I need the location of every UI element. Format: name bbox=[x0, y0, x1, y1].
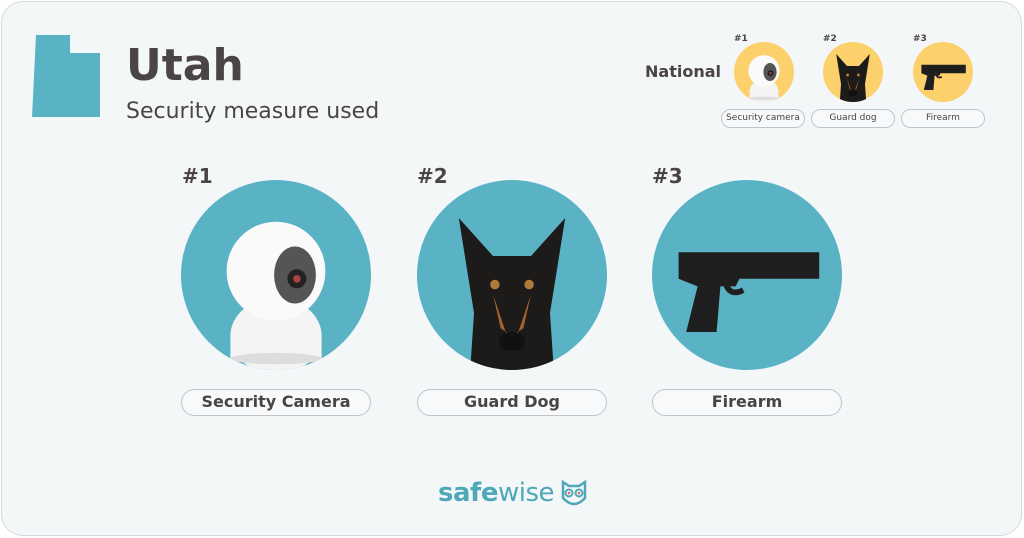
item-label-1: Security Camera bbox=[181, 389, 371, 416]
national-label: National bbox=[645, 62, 721, 81]
firearm-icon bbox=[652, 180, 842, 370]
national-label-3: Firearm bbox=[901, 109, 985, 128]
subtitle: Security measure used bbox=[126, 99, 380, 124]
safewise-logo: safewise bbox=[438, 478, 555, 508]
owl-logo-icon bbox=[561, 480, 587, 506]
national-label-1: Security camera bbox=[721, 109, 805, 128]
national-guard-dog-icon bbox=[823, 42, 883, 102]
item-label-3: Firearm bbox=[652, 389, 842, 416]
national-rank-2: #2 bbox=[823, 34, 837, 44]
logo-text-safe: safe bbox=[438, 478, 498, 508]
security-camera-icon bbox=[181, 180, 371, 370]
item-label-2: Guard Dog bbox=[417, 389, 607, 416]
rank-2: #2 bbox=[417, 164, 448, 188]
utah-map-icon bbox=[32, 35, 100, 117]
state-title: Utah bbox=[126, 40, 244, 91]
rank-1: #1 bbox=[182, 164, 213, 188]
national-rank-3: #3 bbox=[913, 34, 927, 44]
logo-text-wise: wise bbox=[497, 478, 555, 508]
national-rank-1: #1 bbox=[734, 34, 748, 44]
national-firearm-icon bbox=[913, 42, 973, 102]
guard-dog-icon bbox=[417, 180, 607, 370]
national-label-2: Guard dog bbox=[811, 109, 895, 128]
national-security-camera-icon bbox=[734, 42, 794, 102]
rank-3: #3 bbox=[652, 164, 683, 188]
